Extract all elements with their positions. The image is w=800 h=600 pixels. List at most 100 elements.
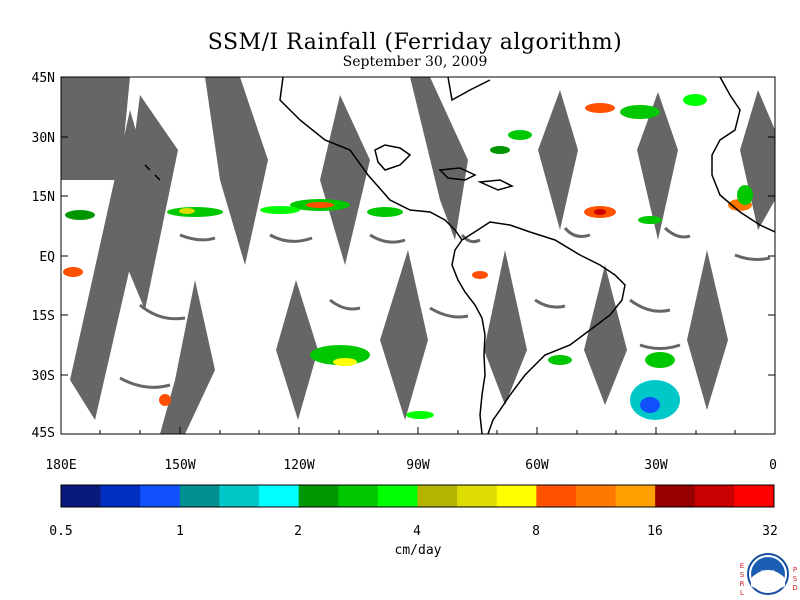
colorbar-tick-label: 1 <box>176 524 184 539</box>
arc <box>139 303 186 321</box>
rain-patch <box>645 352 675 368</box>
gulf-coast <box>374 144 412 171</box>
island <box>154 174 161 181</box>
colorbar-ticks: 0.5 1 2 4 8 16 32 <box>49 524 778 539</box>
colorbar-swatch <box>496 485 537 507</box>
colorbar-tick-label: 2 <box>294 524 302 539</box>
lon-label: 90W <box>406 458 430 473</box>
rain-patch <box>737 185 753 205</box>
colorbar-swatch <box>734 485 775 507</box>
rain-patch <box>159 394 171 406</box>
lat-label: 15N <box>32 190 55 205</box>
rain-patch <box>490 146 510 154</box>
swath <box>484 250 527 405</box>
island <box>144 164 151 171</box>
rain-patch <box>640 397 660 413</box>
colorbar-swatch <box>615 485 656 507</box>
colorbar-swatch <box>259 485 300 507</box>
colorbar-frame <box>60 484 775 508</box>
lon-label: 60W <box>525 458 549 473</box>
lon-label: 150W <box>164 458 195 473</box>
arc <box>329 298 361 311</box>
arc <box>734 253 771 261</box>
no-data-swaths <box>61 77 775 434</box>
swath <box>276 280 318 420</box>
noaa-logo: NOAA <box>747 553 789 595</box>
arc <box>534 298 566 309</box>
noaa-logo-text: NOAA <box>761 570 776 576</box>
swath <box>410 77 468 240</box>
arc <box>563 226 591 238</box>
colorbar-tick-label: 4 <box>413 524 421 539</box>
rain-patch <box>167 207 223 217</box>
swath <box>380 250 428 420</box>
rain-patch <box>306 202 334 208</box>
coastlines <box>144 77 775 434</box>
arc <box>639 343 681 350</box>
map-area <box>61 77 775 434</box>
colorbar-swatch <box>100 485 141 507</box>
colorbar-tick-label: 0.5 <box>49 524 72 539</box>
rain-patch <box>548 355 572 365</box>
colorbar-tick-label: 8 <box>532 524 540 539</box>
colorbar-swatch <box>179 485 220 507</box>
rain-patch <box>620 105 660 119</box>
arc <box>79 118 119 131</box>
rain-patch <box>585 103 615 113</box>
noaa-logo-bird <box>751 570 785 591</box>
swath <box>70 110 150 420</box>
lon-label: 30W <box>644 458 668 473</box>
coastline <box>461 221 626 434</box>
lon-axis: 180E 150W 120W 90W 60W 30W 0 <box>45 427 777 473</box>
colorbar-swatch <box>377 485 418 507</box>
rain-patch <box>179 208 195 214</box>
rain-patch <box>367 207 403 217</box>
swath <box>687 250 728 410</box>
coastline <box>279 77 463 241</box>
lon-label: 120W <box>283 458 314 473</box>
lat-label: 30S <box>32 369 55 384</box>
lat-label: 45S <box>32 426 55 441</box>
swath <box>740 90 775 230</box>
swath <box>637 92 678 240</box>
lat-label: EQ <box>39 250 55 265</box>
rain-patch <box>333 358 357 366</box>
lat-label: 30N <box>32 131 55 146</box>
colorbar-swatch <box>694 485 735 507</box>
lon-label: 0 <box>769 458 777 473</box>
swath <box>320 95 370 265</box>
rain-patch <box>406 411 434 419</box>
rain-patch <box>65 210 95 220</box>
colorbar-swatch <box>140 485 181 507</box>
coastline <box>451 239 486 434</box>
rain-patch <box>594 209 606 215</box>
colorbar-unit-label: cm/day <box>395 543 442 558</box>
rain-patch <box>472 271 488 279</box>
colorbar-swatch <box>219 485 260 507</box>
island <box>477 179 515 191</box>
arc <box>269 233 313 243</box>
coastline <box>711 77 775 233</box>
rain-patch <box>63 267 83 277</box>
arc <box>179 233 216 242</box>
colorbar-swatch <box>536 485 577 507</box>
rain-patch <box>638 216 662 224</box>
lat-axis: 45N 30N 15N EQ 15S 30S 45S <box>32 71 775 441</box>
lon-label: 180E <box>45 458 76 473</box>
colorbar-tick-label: 16 <box>647 524 663 539</box>
colorbar-swatch <box>457 485 498 507</box>
rain-patch <box>683 94 707 106</box>
colorbar-swatch <box>338 485 379 507</box>
colorbar-swatch <box>298 485 339 507</box>
orbit-arcs <box>79 118 771 389</box>
lat-label: 15S <box>32 309 55 324</box>
rain-patch <box>260 206 300 214</box>
swath <box>538 90 578 230</box>
coastline <box>447 77 491 102</box>
arc <box>369 233 406 244</box>
arc <box>460 234 481 244</box>
arc <box>629 298 671 313</box>
swath <box>584 265 627 405</box>
map-title: SSM/I Rainfall (Ferriday algorithm) <box>207 30 623 55</box>
